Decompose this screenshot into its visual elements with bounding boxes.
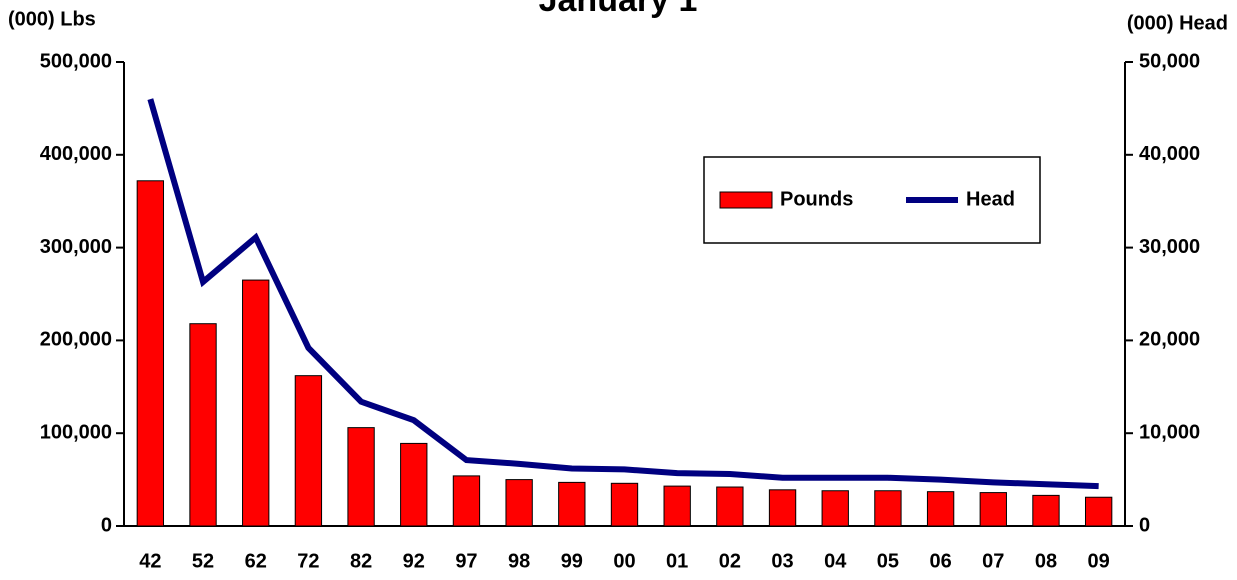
x-tick-label: 05 — [877, 550, 899, 572]
x-tick-label: 98 — [508, 550, 530, 572]
bar — [926, 491, 955, 527]
legend-label: Pounds — [780, 188, 853, 210]
bar — [1084, 496, 1113, 527]
x-tick-label: 01 — [666, 550, 688, 572]
y-tick-label: 300,000 — [40, 236, 112, 258]
bar — [663, 485, 691, 527]
x-tick-label: 62 — [245, 550, 267, 572]
bar — [347, 427, 375, 527]
y-tick-label: 0 — [101, 514, 112, 536]
legend-swatch — [719, 191, 773, 209]
bar — [610, 482, 639, 527]
chart-title: January 1 — [539, 0, 698, 19]
bar — [558, 481, 586, 527]
y2-tick-label: 0 — [1139, 514, 1150, 536]
x-tick-label: 82 — [350, 550, 372, 572]
bar — [979, 492, 1007, 527]
x-tick-label: 99 — [561, 550, 583, 572]
y2-tick-label: 20,000 — [1139, 329, 1200, 351]
bar — [242, 279, 270, 527]
x-tick-label: 08 — [1035, 550, 1057, 572]
x-tick-label: 52 — [192, 550, 214, 572]
bar — [136, 180, 165, 527]
bar — [452, 475, 481, 527]
y-tick-label: 400,000 — [40, 143, 112, 165]
x-tick-label: 72 — [297, 550, 319, 572]
bar — [400, 442, 428, 527]
y2-tick-label: 40,000 — [1139, 143, 1200, 165]
legend-label: Head — [966, 188, 1015, 210]
y-tick-label: 500,000 — [40, 50, 112, 72]
y2-tick-label: 50,000 — [1139, 50, 1200, 72]
bar — [294, 375, 323, 527]
x-tick-label: 09 — [1088, 550, 1110, 572]
x-tick-label: 06 — [929, 550, 951, 572]
x-tick-label: 04 — [824, 550, 847, 572]
y-tick-label: 100,000 — [40, 421, 112, 443]
x-tick-label: 02 — [719, 550, 741, 572]
x-tick-label: 07 — [982, 550, 1004, 572]
x-tick-label: 00 — [613, 550, 635, 572]
y2-axis-label: (000) Head — [1127, 12, 1228, 34]
x-tick-label: 03 — [771, 550, 793, 572]
y-axis-label: (000) Lbs — [8, 8, 96, 30]
line — [147, 98, 1099, 490]
bar — [716, 486, 744, 527]
x-tick-label: 97 — [455, 550, 477, 572]
y2-tick-label: 10,000 — [1139, 421, 1200, 443]
y-tick-label: 200,000 — [40, 329, 112, 351]
bar — [768, 489, 797, 527]
bar — [821, 490, 849, 527]
bar — [874, 490, 902, 527]
x-tick-label: 92 — [403, 550, 425, 572]
bar — [189, 323, 217, 527]
bar — [505, 479, 533, 527]
y2-tick-label: 30,000 — [1139, 236, 1200, 258]
x-tick-label: 42 — [139, 550, 161, 572]
bar — [1032, 494, 1060, 527]
